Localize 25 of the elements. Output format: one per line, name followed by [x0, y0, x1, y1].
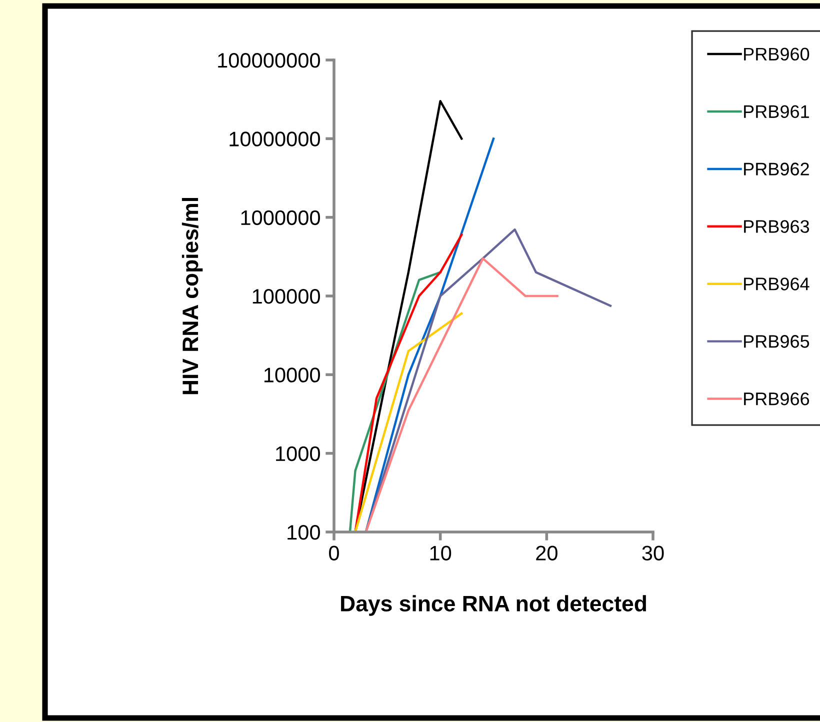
legend-label: PRB963 [744, 220, 810, 233]
line-series [354, 234, 463, 532]
line-series [364, 228, 612, 532]
y-tick-label: 100 [288, 525, 320, 540]
y-tick-label: 1000000 [241, 210, 320, 226]
legend-label: PRB960 [744, 48, 810, 61]
x-tick-label: 20 [536, 546, 558, 560]
y-axis-title: HIV RNA copies/ml [182, 198, 203, 394]
legend-label: PRB962 [744, 162, 809, 176]
line-series [364, 138, 495, 532]
y-tick-label: 1000 [276, 446, 320, 462]
y-tick-label: 10000 [264, 368, 320, 382]
line-series [364, 257, 558, 532]
legend-label: PRB965 [744, 335, 810, 348]
x-tick-label: 30 [642, 546, 664, 560]
x-axis-title: Days since RNA not detected [341, 595, 646, 616]
x-tick-label: 0 [329, 546, 339, 560]
legend-label: PRB964 [744, 278, 810, 290]
line-series [348, 271, 442, 532]
y-tick-label: 10000000 [230, 132, 320, 146]
y-tick-label: 100000000 [218, 53, 320, 68]
x-tick-label: 10 [430, 546, 452, 560]
legend-label: PRB961 [744, 105, 809, 118]
legend-label: PRB966 [744, 392, 810, 406]
y-tick-label: 100000 [252, 289, 320, 304]
